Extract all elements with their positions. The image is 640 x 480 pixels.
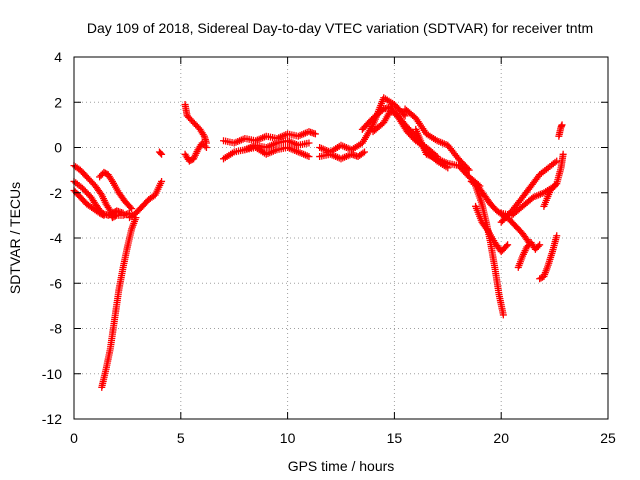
y-tick-label: -12: [42, 411, 62, 427]
series-end-spike: [555, 121, 566, 140]
plus-marker: [559, 150, 567, 158]
data-points: [70, 94, 567, 391]
x-tick-label: 5: [177, 430, 185, 446]
plus-marker: [202, 144, 210, 151]
grid-lines: [74, 57, 608, 419]
y-tick-label: -4: [50, 230, 63, 246]
plus-marker: [553, 157, 561, 165]
plus-marker: [119, 209, 127, 217]
plus-marker: [499, 311, 507, 319]
series-late-upper: [401, 105, 473, 174]
plus-marker: [553, 232, 561, 240]
y-tick-label: 0: [54, 140, 62, 156]
series-hour7-upper: [220, 128, 319, 147]
y-axis-label: SDTVAR / TECUs: [7, 182, 23, 294]
plus-marker: [536, 241, 544, 249]
y-tick-label: -6: [50, 275, 63, 291]
plus-marker: [201, 142, 209, 150]
plus-marker: [534, 242, 542, 250]
series-early-mid-arc: [70, 177, 127, 219]
plus-marker: [157, 149, 165, 157]
series-hour5-bump: [181, 101, 210, 147]
plus-marker: [502, 242, 510, 250]
y-tick-label: 4: [54, 49, 62, 65]
series-recovery-ramp: [126, 177, 166, 222]
y-tick-label: -8: [50, 321, 63, 337]
series-small-drop-21h: [514, 239, 544, 271]
x-tick-label: 0: [70, 430, 78, 446]
plus-marker: [126, 203, 134, 211]
chart-title: Day 109 of 2018, Sidereal Day-to-day VTE…: [87, 20, 593, 36]
plus-marker: [465, 166, 473, 174]
y-tick-label: -10: [42, 366, 62, 382]
plus-marker: [401, 112, 409, 120]
series-hour8-middle: [241, 137, 313, 154]
y-tick-label: -2: [50, 185, 63, 201]
x-tick-label: 10: [280, 430, 296, 446]
plus-marker: [464, 165, 472, 173]
x-tick-label: 20: [493, 430, 509, 446]
plus-marker: [360, 148, 368, 156]
series-hour5-lower: [181, 139, 210, 165]
plus-marker: [400, 110, 408, 118]
x-axis-label: GPS time / hours: [288, 458, 395, 474]
plus-marker: [128, 205, 136, 213]
plus-marker: [359, 149, 367, 157]
plus-marker: [305, 153, 313, 161]
series-evening-low: [472, 202, 512, 256]
series-end-22h: [540, 150, 567, 210]
y-tick-label: 2: [54, 94, 62, 110]
y-axis-ticks: -12 -10 -8 -6 -4 -2 0 2 4: [42, 49, 608, 427]
series-noon-upper: [316, 94, 409, 156]
plus-marker: [558, 121, 566, 129]
plus-marker: [158, 177, 166, 185]
series-deep-dip: [98, 214, 140, 391]
x-tick-label: 25: [600, 430, 616, 446]
series-drop-22h: [536, 232, 561, 283]
series-early-hump: [96, 168, 136, 213]
x-axis-ticks: 0 5 10 15 20 25: [70, 57, 616, 446]
series-isolated-4h: [155, 148, 166, 158]
series-noon-lower: [316, 148, 368, 163]
plus-marker: [504, 241, 512, 249]
plus-marker: [158, 150, 166, 158]
plus-marker: [311, 130, 319, 138]
plus-marker: [305, 139, 313, 147]
x-tick-label: 15: [387, 430, 403, 446]
series-late-crossing: [497, 182, 559, 219]
